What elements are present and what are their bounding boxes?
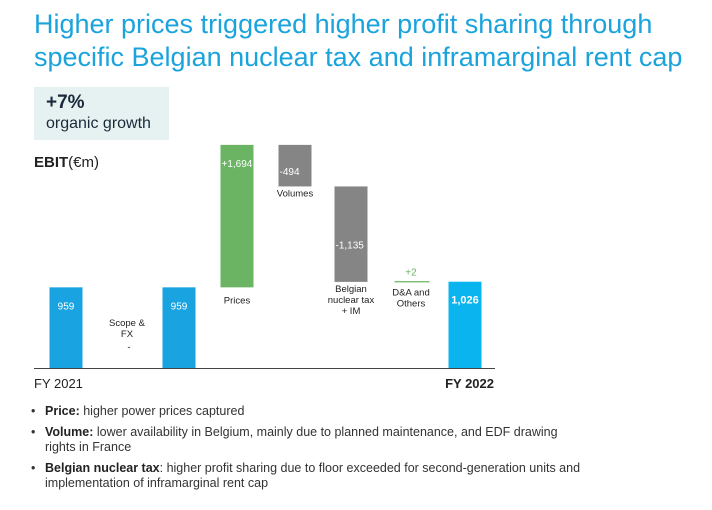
bullet-dot: • — [31, 425, 36, 439]
category-label-prices-3: Prices — [224, 295, 251, 306]
bullet-nuclear-tax-label: Belgian nuclear tax — [45, 461, 160, 475]
data-label-step-2: 959 — [171, 301, 188, 312]
bar-volumes-4 — [278, 144, 312, 187]
bullet-volume-label: Volume: — [45, 425, 94, 439]
title-line-2: specific Belgian nuclear tax and inframa… — [34, 42, 683, 72]
waterfall-chart: 959 Scope &FX - 959 +1,694 Prices -494 Volumes -… — [34, 144, 495, 391]
growth-badge: +7% organic growth — [34, 87, 169, 140]
data-label-prices-3: +1,694 — [222, 159, 253, 170]
category-label-belgian-nuclear-tax-im-5: nuclear tax — [328, 295, 375, 306]
category-label-volumes-4: Volumes — [277, 188, 314, 199]
ebit-label: EBIT — [34, 154, 69, 171]
category-label-belgian-nuclear-tax-im-5: + IM — [342, 306, 361, 317]
category-label-belgian-nuclear-tax-im-5: Belgian — [335, 284, 367, 295]
category-label-d-a-and-others-6: D&A and — [392, 288, 430, 299]
data-label-fy-2021-0: 959 — [58, 301, 75, 312]
chart-axis-title: EBIT(€m) — [34, 154, 99, 171]
bar-fy-2021-0 — [49, 287, 83, 368]
data-label-volumes-4: -494 — [280, 167, 300, 178]
bar-belgian-nuclear-tax-im-5 — [334, 186, 368, 282]
bullet-volume-text: lower availability in Belgium, mainly du… — [45, 425, 558, 454]
bullet-price: • Price: higher power prices captured — [30, 404, 590, 419]
bullet-price-text: higher power prices captured — [79, 404, 245, 418]
growth-badge-value: +7% — [46, 92, 85, 113]
category-label-scope-fx-1: FX — [121, 329, 134, 340]
category-label-d-a-and-others-6: Others — [397, 299, 426, 310]
x-label-end: FY 2022 — [445, 376, 494, 391]
bullet-nuclear-tax: • Belgian nuclear tax: higher profit shar… — [30, 461, 590, 491]
page-title: Higher prices triggered higher profit sh… — [34, 8, 704, 74]
bar-fy-2022-7 — [448, 281, 482, 368]
category-label-scope-fx-1: Scope & — [109, 318, 146, 329]
growth-badge-label: organic growth — [46, 115, 151, 132]
title-line-1: Higher prices triggered higher profit sh… — [34, 9, 653, 39]
bullet-dot: • — [31, 404, 36, 418]
bullet-price-label: Price: — [45, 404, 80, 418]
bar-step-2 — [162, 287, 196, 368]
bar-prices-3 — [220, 144, 254, 288]
bullet-list: • Price: higher power prices captured • Vo… — [30, 404, 590, 497]
data-label-fy-2022-7: 1,026 — [451, 295, 479, 307]
data-label-scope-fx-1: - — [127, 342, 130, 353]
data-label-d-a-and-others-6: +2 — [405, 268, 417, 279]
ebit-unit: (€m) — [68, 154, 99, 171]
x-label-start: FY 2021 — [34, 376, 83, 391]
bullet-volume: • Volume: lower availability in Belgium, … — [30, 425, 590, 455]
bullet-dot: • — [31, 461, 36, 475]
data-label-belgian-nuclear-tax-im-5: -1,135 — [336, 240, 365, 251]
bullet-nuclear-tax-text: : higher profit sharing due to floor exc… — [45, 461, 581, 490]
